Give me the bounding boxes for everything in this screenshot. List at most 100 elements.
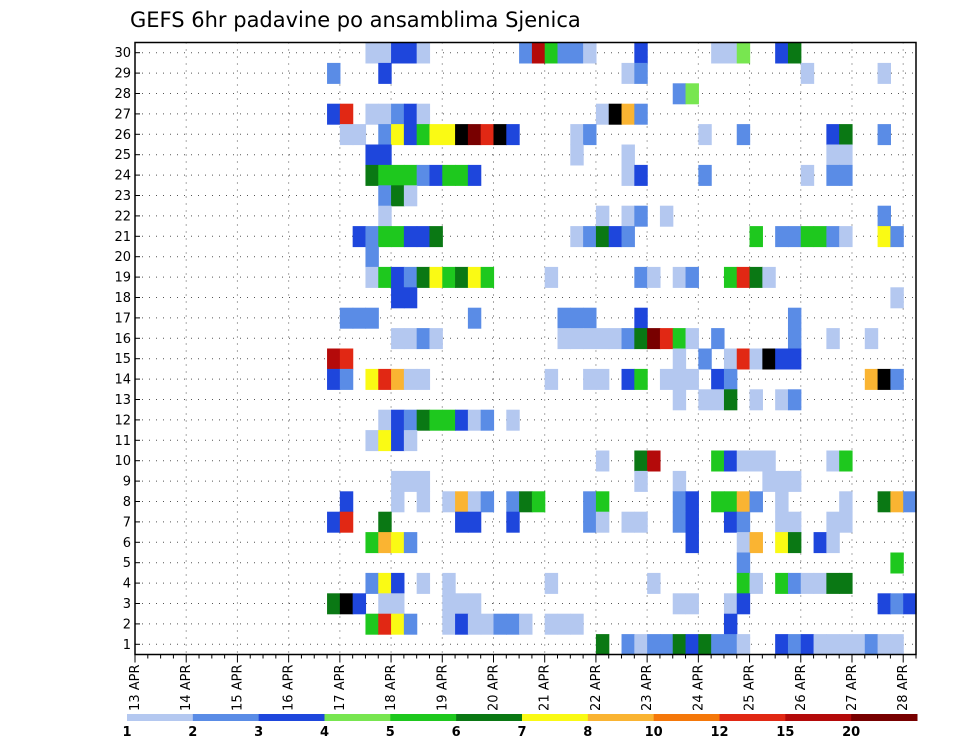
y-tick-label: 10 xyxy=(114,454,131,469)
x-tick-label: 19 APR xyxy=(435,665,450,711)
heatmap-cell xyxy=(736,266,751,288)
heatmap-cell xyxy=(442,593,456,615)
y-tick-label: 2 xyxy=(123,617,131,632)
heatmap-cell xyxy=(378,42,392,64)
heatmap-cell xyxy=(391,593,405,615)
heatmap-cell xyxy=(365,42,379,64)
heatmap-cell xyxy=(391,572,405,594)
heatmap-cell xyxy=(723,348,738,370)
heatmap-cell xyxy=(506,511,520,533)
y-tick-label: 7 xyxy=(123,515,131,530)
heatmap-cell xyxy=(621,226,635,248)
heatmap-cell xyxy=(647,634,661,656)
heatmap-cell xyxy=(736,491,751,513)
y-tick-label: 4 xyxy=(123,577,131,592)
heatmap-cell xyxy=(685,266,699,288)
heatmap-cell xyxy=(787,572,802,594)
y-tick-label: 13 xyxy=(114,393,131,408)
legend-swatch xyxy=(851,714,918,721)
heatmap-cell xyxy=(890,491,904,513)
heatmap-cell xyxy=(352,124,367,146)
heatmap-cell xyxy=(467,409,482,431)
heatmap-cell xyxy=(659,205,674,227)
heatmap-cell xyxy=(877,634,891,656)
heatmap-cell xyxy=(672,266,687,288)
heatmap-cell xyxy=(327,62,341,84)
x-tick-label: 18 APR xyxy=(384,665,399,711)
heatmap-cell xyxy=(839,511,853,533)
heatmap-cell xyxy=(634,328,648,350)
heatmap-cell xyxy=(659,328,674,350)
heatmap-cell xyxy=(403,266,418,288)
heatmap-cell xyxy=(736,552,751,574)
heatmap-cell xyxy=(826,328,840,350)
heatmap-cell xyxy=(647,266,661,288)
legend-label: 5 xyxy=(386,725,395,740)
heatmap-cell xyxy=(877,124,891,146)
heatmap-cell xyxy=(736,511,751,533)
heatmap-cell xyxy=(583,307,597,329)
y-tick-label: 8 xyxy=(123,495,131,510)
heatmap-cell xyxy=(519,491,533,513)
heatmap-cell xyxy=(378,368,392,390)
heatmap-cell xyxy=(890,552,904,574)
y-tick-label: 6 xyxy=(123,536,131,551)
heatmap-cell xyxy=(775,42,789,64)
heatmap-cell xyxy=(736,42,751,64)
heatmap-cell xyxy=(378,226,392,248)
heatmap-cell xyxy=(659,634,674,656)
heatmap-cell xyxy=(736,348,751,370)
heatmap-cell xyxy=(634,470,648,492)
heatmap-cell xyxy=(339,124,354,146)
heatmap-cell xyxy=(327,103,341,125)
heatmap-cell xyxy=(711,634,725,656)
heatmap-cell xyxy=(787,532,802,554)
heatmap-cell xyxy=(711,42,725,64)
heatmap-cell xyxy=(378,103,392,125)
heatmap-cell xyxy=(839,164,853,186)
heatmap-cell xyxy=(391,328,405,350)
heatmap-cell xyxy=(813,532,827,554)
heatmap-cell xyxy=(711,328,725,350)
heatmap-cell xyxy=(403,164,418,186)
x-tick-label: 23 APR xyxy=(640,665,655,711)
heatmap-cell xyxy=(352,593,367,615)
heatmap-cell xyxy=(595,634,610,656)
heatmap-cell xyxy=(672,511,687,533)
heatmap-cell xyxy=(890,226,904,248)
heatmap-cell xyxy=(800,572,815,594)
heatmap-cell xyxy=(583,491,597,513)
heatmap-cell xyxy=(800,164,815,186)
legend-label: 8 xyxy=(583,725,592,740)
y-tick-label: 14 xyxy=(114,373,131,388)
heatmap-cell xyxy=(903,491,917,513)
heatmap-cell xyxy=(749,389,763,411)
heatmap-cell xyxy=(839,634,853,656)
heatmap-cell xyxy=(787,328,802,350)
heatmap-cell xyxy=(775,634,789,656)
heatmap-cell xyxy=(583,511,597,533)
heatmap-cell xyxy=(672,470,687,492)
heatmap-cell xyxy=(403,409,418,431)
heatmap-cell xyxy=(723,450,738,472)
legend-label: 10 xyxy=(645,725,663,740)
heatmap-cell xyxy=(685,368,699,390)
heatmap-cell xyxy=(839,450,853,472)
heatmap-cell xyxy=(403,185,418,207)
heatmap-cell xyxy=(506,491,520,513)
heatmap-cell xyxy=(685,634,699,656)
legend-label: 3 xyxy=(254,725,263,740)
heatmap-cell xyxy=(570,307,584,329)
heatmap-cell xyxy=(672,593,687,615)
legend-swatch xyxy=(258,714,325,721)
heatmap-cell xyxy=(544,42,559,64)
heatmap-cell xyxy=(506,124,520,146)
heatmap-cell xyxy=(583,226,597,248)
heatmap-cell xyxy=(416,103,431,125)
heatmap-cell xyxy=(416,409,431,431)
heatmap-cell xyxy=(595,226,610,248)
heatmap-cell xyxy=(775,348,789,370)
heatmap-cell xyxy=(493,124,507,146)
heatmap-cell xyxy=(391,470,405,492)
x-tick-label: 14 APR xyxy=(179,665,194,711)
